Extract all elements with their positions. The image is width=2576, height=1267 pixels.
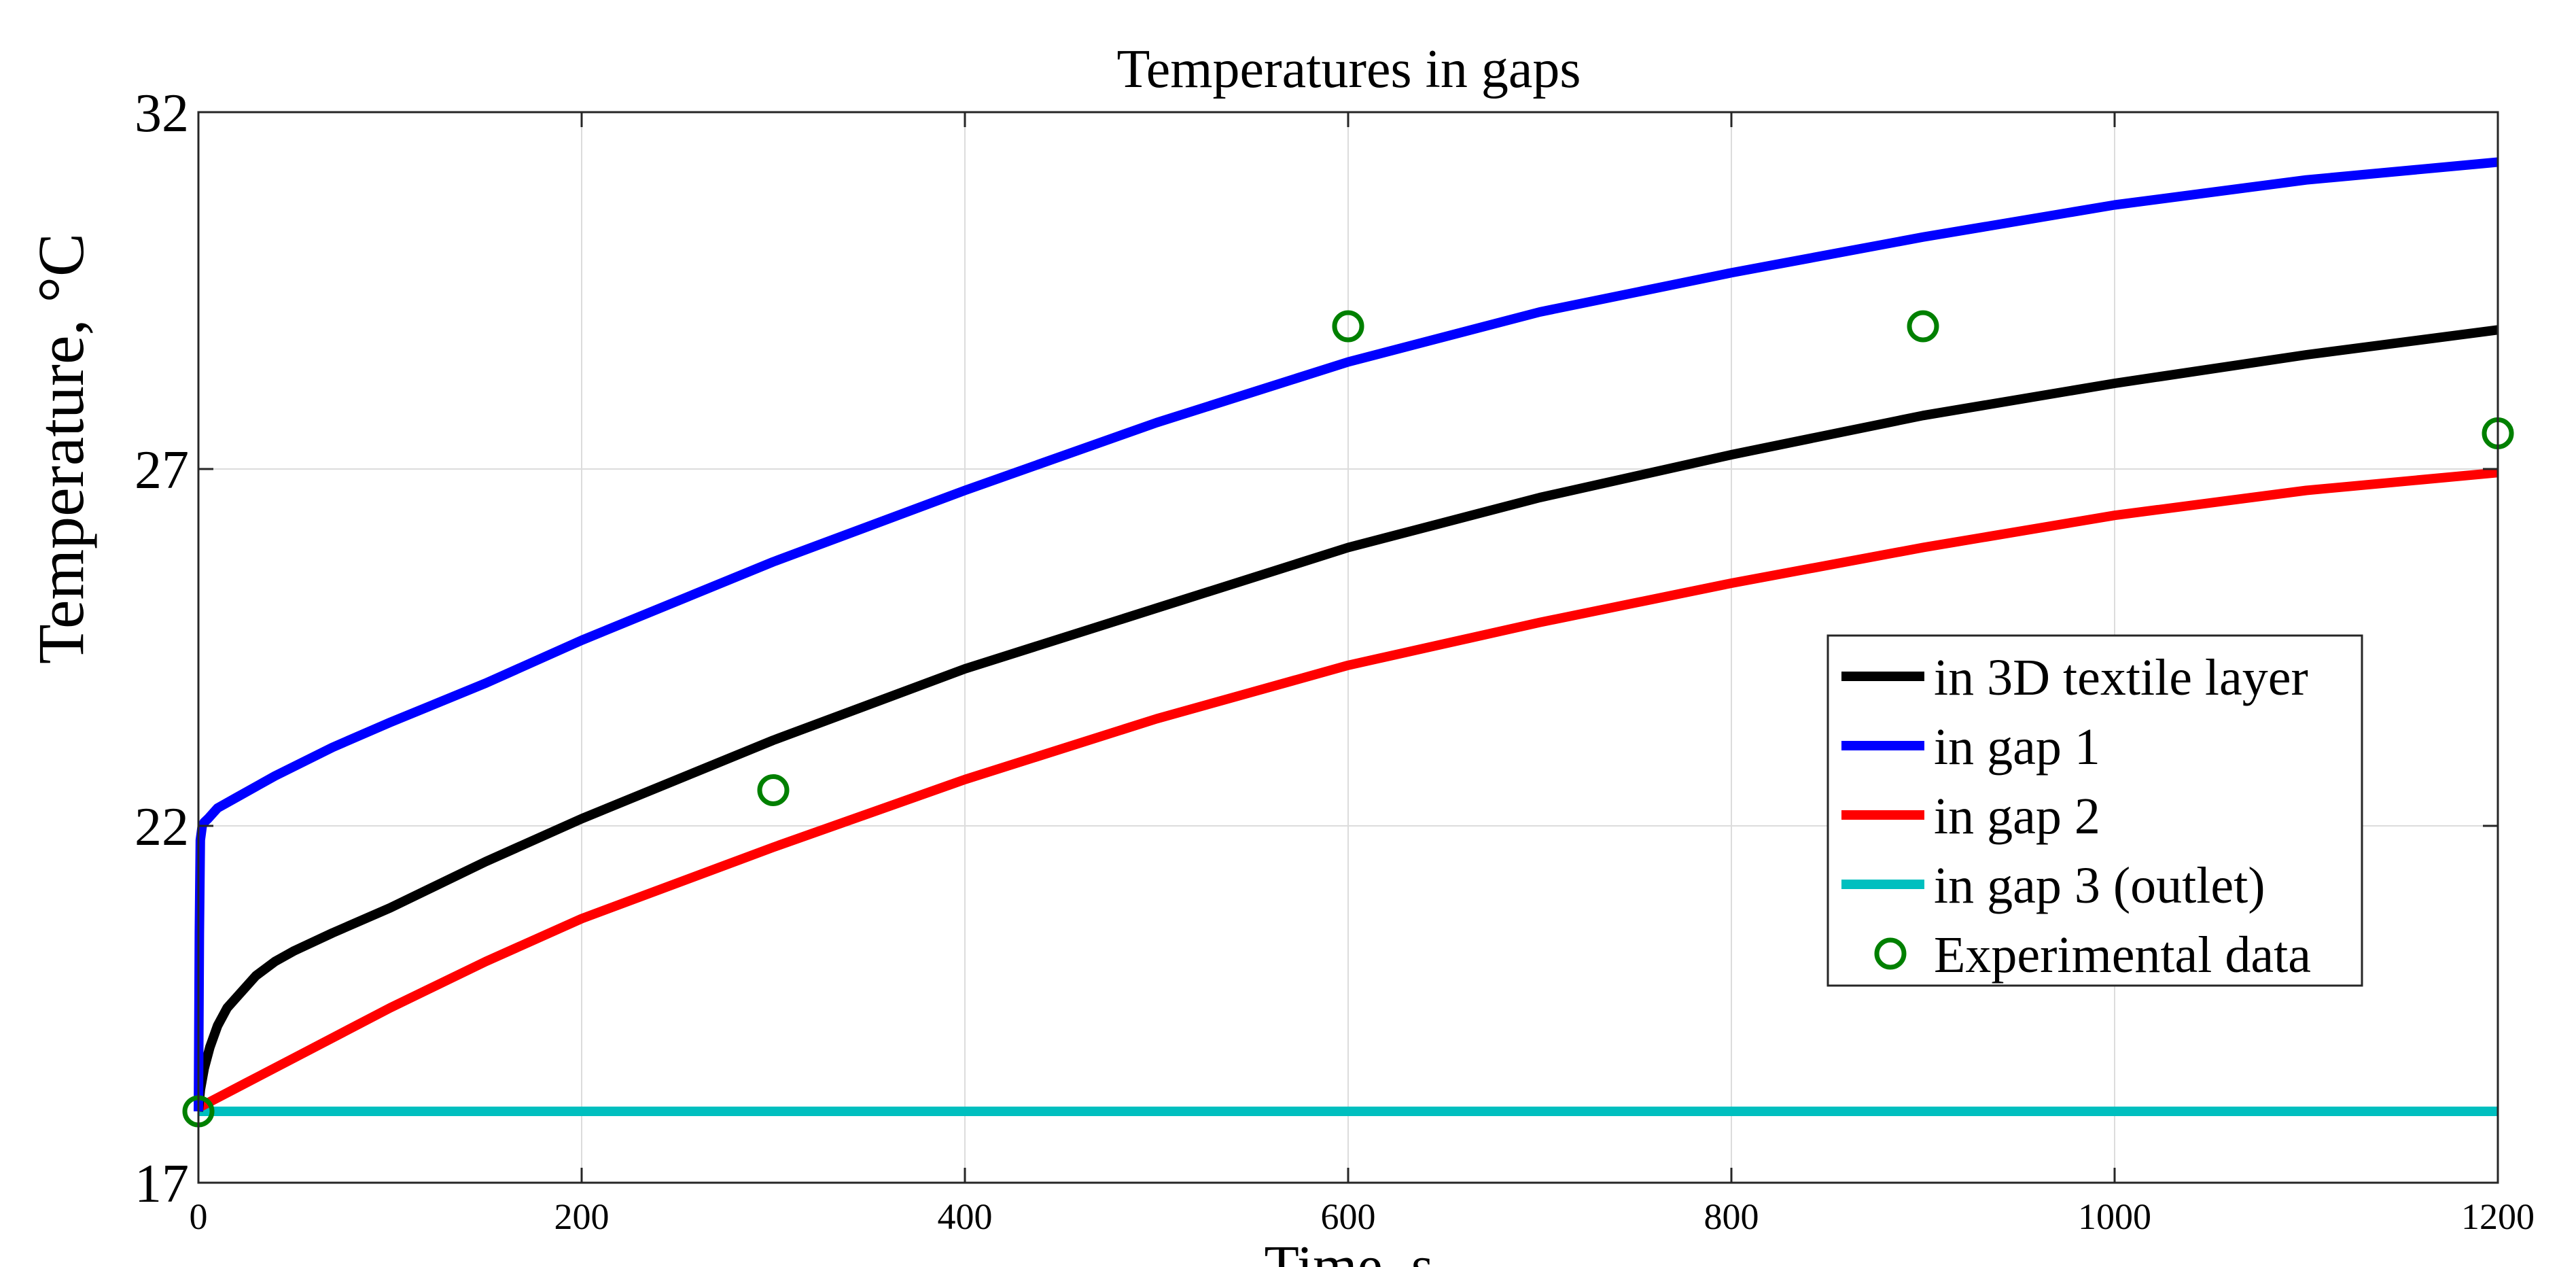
legend-entry: in 3D textile layer <box>1841 649 2308 706</box>
series-line-0 <box>194 325 2499 1112</box>
experimental-data-point <box>757 774 790 806</box>
x-tick-label: 800 <box>1704 1196 1759 1237</box>
x-axis-label: Time, s <box>1264 1234 1433 1267</box>
y-axis-label: Temperature, °C <box>24 233 97 664</box>
x-tick-labels: 0 200 400 600 800 1000 1200 <box>190 1196 2535 1237</box>
x-tick-label: 0 <box>190 1196 208 1237</box>
chart-title: Temperatures in gaps <box>1116 39 1581 99</box>
x-tick-label: 200 <box>554 1196 610 1237</box>
x-tick-label: 400 <box>938 1196 993 1237</box>
legend: in 3D textile layer in gap 1 in gap 2 in ga… <box>1827 634 2363 987</box>
y-tick-label: 32 <box>135 84 189 143</box>
legend-label: Experimental data <box>1934 926 2311 984</box>
legend-label: in gap 1 <box>1934 718 2100 776</box>
legend-label: in gap 2 <box>1934 788 2100 845</box>
legend-entry: in gap 2 <box>1841 788 2100 845</box>
series-line-2 <box>196 468 2499 1113</box>
legend-label: in gap 3 (outlet) <box>1934 857 2265 914</box>
y-tick-label: 22 <box>135 797 189 857</box>
tick-marks <box>197 111 2499 1184</box>
legend-entry: Experimental data <box>1874 926 2311 984</box>
x-tick-label: 600 <box>1321 1196 1376 1237</box>
legend-label: in 3D textile layer <box>1934 649 2308 706</box>
x-tick-label: 1200 <box>2461 1196 2535 1237</box>
legend-entry: in gap 3 (outlet) <box>1841 857 2265 914</box>
legend-entry: in gap 1 <box>1841 718 2100 776</box>
series-layer <box>194 157 2499 1116</box>
y-tick-label: 27 <box>135 440 189 500</box>
series-line-1 <box>194 157 2499 1112</box>
experimental-data-point <box>1907 310 1939 343</box>
x-tick-label: 1000 <box>2078 1196 2151 1237</box>
experimental-data-point <box>1332 310 1364 343</box>
legend-marker <box>1874 937 1907 970</box>
y-tick-labels: 17 22 27 32 <box>135 84 189 1214</box>
y-tick-label: 17 <box>135 1154 189 1214</box>
